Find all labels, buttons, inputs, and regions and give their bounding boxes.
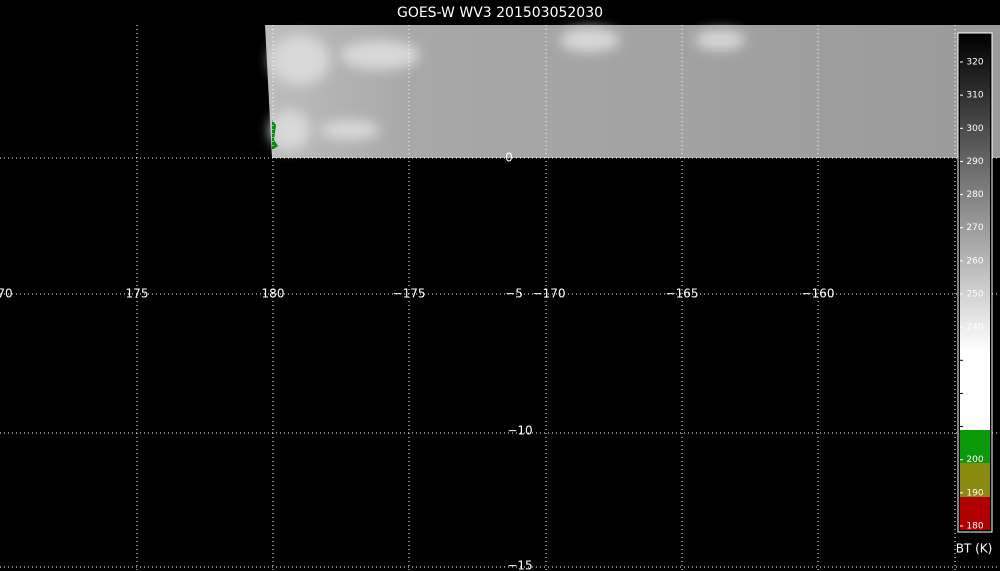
colorbar-tick-label: 200 xyxy=(966,455,983,465)
latitude-label: −15 xyxy=(507,559,532,571)
latitude-labels: 0 −5 −10 −15 xyxy=(505,151,533,571)
colorbar-tick-label: 210 xyxy=(966,422,983,432)
colorbar-tick-label: 220 xyxy=(966,389,983,399)
colorbar-tick-label: 320 xyxy=(966,58,983,68)
colorbar-tick-label: 180 xyxy=(966,522,983,532)
satellite-image xyxy=(265,25,1000,158)
colorbar-tick-label: 290 xyxy=(966,157,983,167)
colorbar-label: BT (K) xyxy=(956,542,993,556)
title: GOES-W WV3 201503052030 xyxy=(397,5,603,21)
longitude-label: 180 xyxy=(262,287,285,301)
latitude-label: −10 xyxy=(507,424,532,438)
colorbar: BT (K) 180 190 200 210 220 230 240 250 260 270 280… xyxy=(956,32,993,556)
longitude-label: −170 xyxy=(533,287,566,301)
colorbar-tick-label: 280 xyxy=(966,190,983,200)
colorbar-tick-label: 230 xyxy=(966,356,983,366)
colorbar-tick-label: 300 xyxy=(966,124,983,134)
grid xyxy=(0,25,1000,571)
latitude-label: −5 xyxy=(505,287,523,301)
colorbar-tick-label: 190 xyxy=(966,488,983,498)
longitude-label: −160 xyxy=(802,287,835,301)
colorbar-tick-label: 260 xyxy=(966,256,983,266)
colorbar-tick-label: 240 xyxy=(966,323,983,333)
colorbar-tick-label: 270 xyxy=(966,223,983,233)
longitude-label: −175 xyxy=(393,287,426,301)
longitude-label: 70 xyxy=(0,287,13,301)
longitude-labels: 70 175 180 −175 −170 −165 −160 xyxy=(0,287,834,301)
latitude-label: 0 xyxy=(505,151,513,165)
longitude-label: −165 xyxy=(666,287,699,301)
colorbar-tick-label: 310 xyxy=(966,91,983,101)
longitude-label: 175 xyxy=(126,287,149,301)
colorbar-tick-label: 250 xyxy=(966,290,983,300)
